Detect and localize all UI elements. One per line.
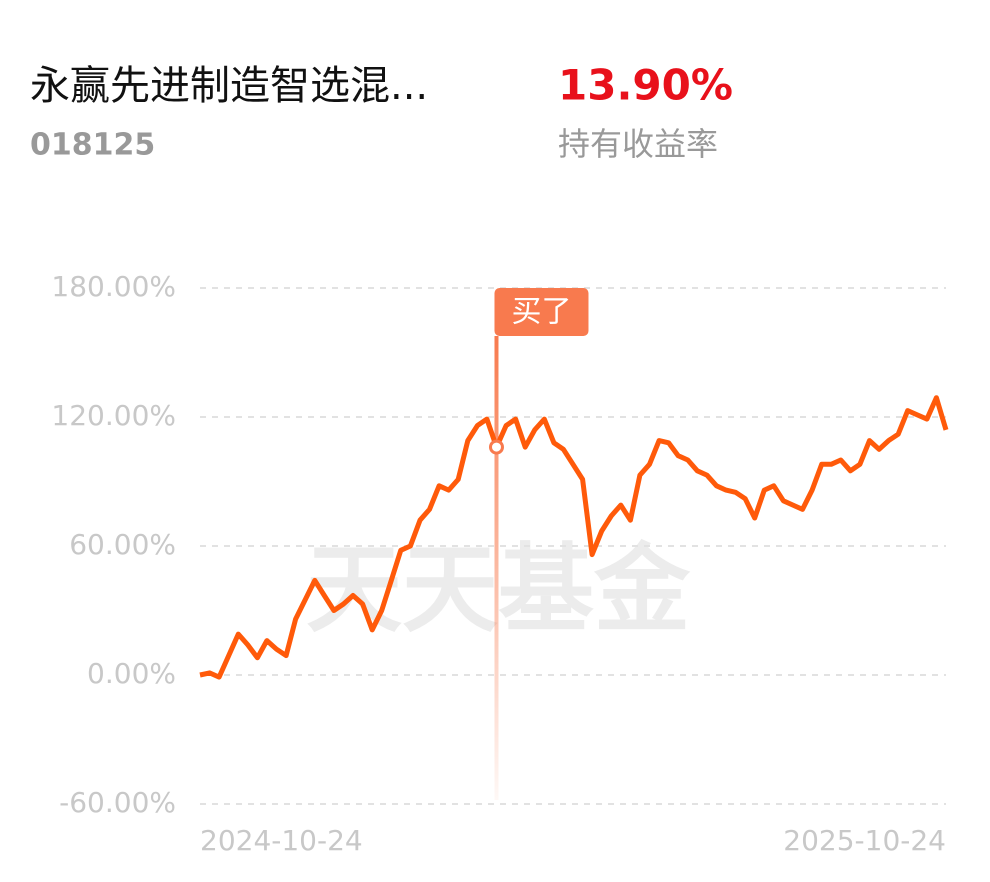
fund-line: [199, 395, 949, 680]
buy-label-box: [494, 288, 589, 336]
fund-title: 永赢先进制造智选混...: [30, 63, 428, 109]
holding-return: 13.90%: [558, 61, 733, 110]
y-tick-label: 60.00%: [69, 528, 176, 561]
y-tick-label: 180.00%: [51, 270, 176, 303]
buy-marker-line: [494, 336, 499, 800]
fund-code: 018125: [30, 128, 155, 163]
buy-label: 买了: [511, 295, 571, 330]
watermark: 天天基金: [306, 533, 691, 645]
y-tick-label: 0.00%: [87, 657, 176, 690]
buy-point: [488, 439, 504, 455]
x-tick-label: 2025-10-24: [783, 824, 946, 857]
y-tick-label: 120.00%: [51, 399, 176, 432]
holding-return-label: 持有收益率: [558, 125, 718, 163]
y-tick-label: -60.00%: [59, 786, 176, 819]
x-tick-label: 2024-10-24: [200, 824, 363, 857]
